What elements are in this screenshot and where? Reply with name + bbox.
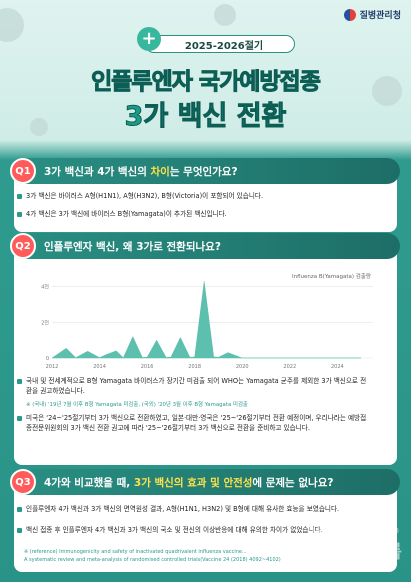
- q3-question: 4가와 비교했을 때, 3가 백신의 효과 및 안전성에 문제는 없나요?: [44, 475, 333, 490]
- q3-badge: Q3: [10, 469, 36, 495]
- watermark-english: DanwhaMediaGroup: [307, 526, 399, 536]
- q2-question-bar: Q2 인플루엔자 백신, 왜 3가로 전환되나요?: [10, 233, 400, 259]
- q2-bullet-1: 국내 및 전세계적으로 B형 Yamagata 바이러스가 장기간 미검출 되어…: [17, 377, 371, 396]
- virus-decoration-top: [214, 4, 236, 26]
- chart-series-area: [51, 281, 362, 359]
- q1-question-bar: Q1 3가 백신과 4가 백신의 차이는 무엇인가요?: [10, 158, 400, 184]
- q1-question-pre: 3가 백신과 4가 백신의: [44, 165, 151, 178]
- chart-x-tick-label: 2020: [236, 364, 249, 370]
- kdca-emblem-icon: [343, 8, 356, 21]
- chart-x-tick-label: 2012: [46, 364, 59, 370]
- q2-question: 인플루엔자 백신, 왜 3가로 전환되나요?: [44, 240, 221, 253]
- title-line-1: 인플루엔자 국가예방접종: [91, 69, 322, 96]
- q1-badge: Q1: [10, 158, 36, 184]
- q1-bullet-2: 4가 백신은 3가 백신에 바이러스 B형(Yamagata)이 추가된 백신입…: [17, 210, 227, 218]
- virus-decoration-midleft: [30, 118, 48, 136]
- title-line-2: 3가 백신 전환: [124, 101, 287, 133]
- chart-x-tick-label: 2018: [188, 364, 201, 370]
- chart-legend: Influenza B(Yamagata) 검출량: [291, 274, 371, 280]
- q3-card: [14, 480, 397, 572]
- kdca-logo: 질병관리청: [343, 8, 401, 21]
- q3-reference-2: A systematic review and meta-analysis of…: [24, 557, 281, 563]
- q3-reference-1: ※ (reference) Immunogenicity and safety …: [24, 549, 247, 555]
- org-name: 질병관리청: [359, 11, 401, 21]
- season-label: 2025-2026절기: [145, 35, 295, 53]
- chart-y-tick-label: 2천: [41, 319, 49, 326]
- chart-x-tick-label: 2022: [283, 364, 296, 370]
- q1-bullet-1: 3가 백신은 바이러스 A형(H1N1), A형(H3N2), B형(Victo…: [16, 192, 264, 200]
- q3-bullet-2: 백신 접종 후 인플루엔자 4가 백신과 3가 백신의 국소 및 전신의 이상반…: [17, 526, 371, 536]
- virus-decoration-right: [372, 76, 402, 106]
- q1-question-post: 는 무엇인가요?: [169, 165, 238, 178]
- q3-question-post: 에 문제는 없나요?: [252, 476, 334, 489]
- q3-question-bar: Q3 4가와 비교했을 때, 3가 백신의 효과 및 안전성에 문제는 없나요?: [10, 469, 400, 495]
- q2-note: ※ (국내) '19년 7월 이후 B형 Yamagata 미검출, (국외) …: [26, 402, 248, 408]
- q3-question-pre: 4가와 비교했을 때,: [44, 476, 134, 489]
- chart-y-tick-label: 4천: [41, 284, 49, 291]
- chart-x-tick-label: 2014: [93, 364, 106, 370]
- watermark-korean: 단화미디어그룹: [280, 542, 403, 563]
- chart-x-tick-label: 2016: [141, 364, 154, 370]
- chart-y-tick-label: 0: [46, 356, 49, 362]
- chart-x-tick-label: 2024: [331, 364, 344, 370]
- q2-badge: Q2: [10, 233, 36, 259]
- medical-cross-icon: +: [137, 27, 161, 51]
- q1-question: 3가 백신과 4가 백신의 차이는 무엇인가요?: [44, 164, 238, 179]
- virus-decoration-left: [0, 8, 24, 42]
- q1-question-highlight: 차이: [150, 165, 170, 178]
- q3-bullet-1: 인플루엔자 4가 백신과 3가 백신의 면역원성 결과, A형(H1N1, H3…: [17, 505, 371, 515]
- q3-question-highlight: 3가 백신의 효과 및 안전성: [133, 476, 253, 489]
- q2-bullet-2: 미국은 '24~'25절기부터 3가 백신으로 전환하였고, 일본·대만·영국은…: [17, 414, 371, 433]
- yamagata-detection-chart: 0 2천 4천 2012 2014 2016 2018 2020 2022 2024: [41, 281, 373, 370]
